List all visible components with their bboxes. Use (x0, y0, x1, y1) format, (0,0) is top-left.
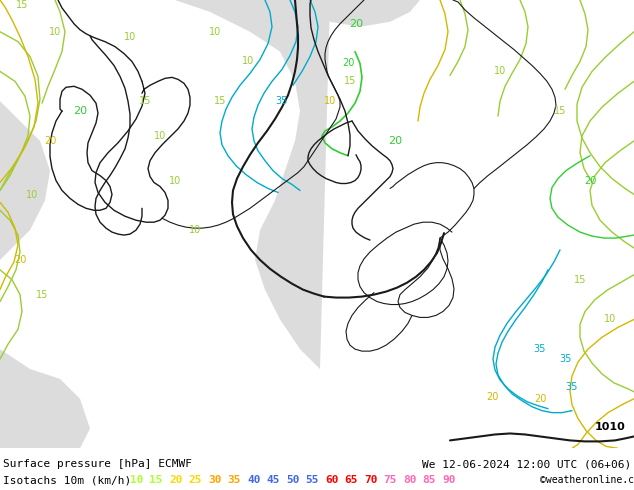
Text: 75: 75 (384, 475, 397, 485)
Text: 65: 65 (344, 475, 358, 485)
Text: 10: 10 (169, 175, 181, 186)
Text: 15: 15 (36, 290, 48, 299)
Polygon shape (295, 0, 420, 27)
Text: We 12-06-2024 12:00 UTC (06+06): We 12-06-2024 12:00 UTC (06+06) (422, 459, 631, 469)
Text: 25: 25 (188, 475, 202, 485)
Text: 15: 15 (16, 0, 28, 10)
Text: 10: 10 (494, 67, 506, 76)
Text: 10: 10 (209, 27, 221, 37)
Text: 10: 10 (242, 56, 254, 67)
Text: 10: 10 (26, 191, 38, 200)
Text: 20: 20 (584, 175, 596, 186)
Text: 10: 10 (324, 96, 336, 106)
Text: 20: 20 (388, 136, 402, 146)
Text: 50: 50 (286, 475, 299, 485)
Text: 15: 15 (554, 106, 566, 116)
Text: 35: 35 (534, 344, 546, 354)
Text: 70: 70 (364, 475, 377, 485)
Text: 10: 10 (189, 225, 201, 235)
Text: 20: 20 (14, 255, 26, 265)
Text: 80: 80 (403, 475, 417, 485)
Text: 20: 20 (342, 58, 354, 69)
Text: 55: 55 (306, 475, 319, 485)
Text: 35: 35 (566, 382, 578, 392)
Text: 10: 10 (130, 475, 143, 485)
Text: 20: 20 (44, 136, 56, 146)
Text: 10: 10 (124, 32, 136, 42)
Text: 15: 15 (344, 76, 356, 86)
Text: ©weatheronline.co.uk: ©weatheronline.co.uk (540, 475, 634, 485)
Text: 35: 35 (276, 96, 288, 106)
Text: 20: 20 (349, 19, 363, 29)
Text: 45: 45 (266, 475, 280, 485)
Text: 15: 15 (139, 96, 151, 106)
Text: 20: 20 (73, 106, 87, 116)
Text: 35: 35 (228, 475, 241, 485)
Text: 30: 30 (208, 475, 221, 485)
Text: 15: 15 (150, 475, 163, 485)
Polygon shape (175, 0, 330, 369)
Text: 1010: 1010 (595, 422, 625, 433)
Text: 15: 15 (574, 275, 586, 285)
Text: 15: 15 (214, 96, 226, 106)
Text: 20: 20 (534, 394, 546, 404)
Text: Isotachs 10m (km/h): Isotachs 10m (km/h) (3, 475, 131, 485)
Text: 60: 60 (325, 475, 339, 485)
Text: 90: 90 (442, 475, 455, 485)
Text: 10: 10 (154, 131, 166, 141)
Text: 20: 20 (169, 475, 183, 485)
Polygon shape (0, 0, 90, 448)
Text: Surface pressure [hPa] ECMWF: Surface pressure [hPa] ECMWF (3, 459, 192, 469)
Text: 10: 10 (49, 27, 61, 37)
Text: 35: 35 (559, 354, 571, 364)
Text: 40: 40 (247, 475, 261, 485)
Text: 10: 10 (604, 315, 616, 324)
Text: 85: 85 (422, 475, 436, 485)
Text: 20: 20 (486, 392, 498, 402)
